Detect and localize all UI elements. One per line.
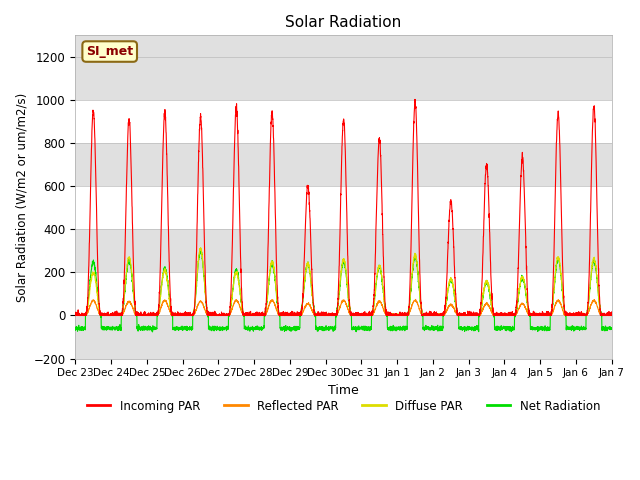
Net Radiation (196, 246, 204, 252)
Diffuse PAR (607, 312, 615, 318)
Diffuse PAR (324, 312, 332, 318)
Net Radiation (464, 324, 472, 329)
Incoming PAR (494, 312, 502, 318)
Reflected PAR (464, 312, 472, 318)
Line: Reflected PAR: Reflected PAR (76, 300, 612, 315)
Text: SI_met: SI_met (86, 45, 133, 58)
Net Radiation (168, 313, 176, 319)
Incoming PAR (607, 312, 615, 318)
Incoming PAR (168, 311, 175, 316)
Diffuse PAR (464, 312, 472, 318)
Net Radiation (148, 329, 156, 335)
Reflected PAR (607, 312, 615, 318)
Y-axis label: Solar Radiation (W/m2 or um/m2/s): Solar Radiation (W/m2 or um/m2/s) (15, 92, 28, 301)
Diffuse PAR (168, 311, 176, 316)
Diffuse PAR (494, 312, 502, 318)
Diffuse PAR (434, 312, 442, 318)
Diffuse PAR (72, 312, 79, 318)
Net Radiation (324, 325, 332, 331)
Net Radiation (608, 326, 616, 332)
Incoming PAR (608, 309, 616, 315)
Reflected PAR (434, 312, 442, 318)
Diffuse PAR (72, 312, 79, 318)
Net Radiation (494, 327, 502, 333)
Net Radiation (607, 326, 615, 332)
Reflected PAR (324, 312, 332, 318)
Incoming PAR (434, 312, 442, 318)
Incoming PAR (72, 312, 79, 318)
Line: Net Radiation: Net Radiation (76, 249, 612, 332)
Title: Solar Radiation: Solar Radiation (285, 15, 402, 30)
Bar (76, 100, 612, 143)
Line: Incoming PAR: Incoming PAR (76, 99, 612, 315)
Line: Diffuse PAR: Diffuse PAR (76, 248, 612, 315)
Legend: Incoming PAR, Reflected PAR, Diffuse PAR, Net Radiation: Incoming PAR, Reflected PAR, Diffuse PAR… (82, 395, 605, 417)
Incoming PAR (323, 312, 331, 318)
X-axis label: Time: Time (328, 384, 359, 397)
Bar (76, 272, 612, 315)
Reflected PAR (494, 312, 502, 318)
Net Radiation (72, 324, 79, 330)
Reflected PAR (168, 312, 176, 318)
Reflected PAR (73, 312, 81, 318)
Diffuse PAR (608, 312, 616, 318)
Diffuse PAR (196, 245, 204, 251)
Bar (76, 186, 612, 229)
Incoming PAR (464, 311, 472, 317)
Net Radiation (434, 325, 442, 331)
Reflected PAR (412, 297, 419, 302)
Incoming PAR (411, 96, 419, 102)
Reflected PAR (608, 312, 616, 317)
Reflected PAR (72, 312, 79, 318)
